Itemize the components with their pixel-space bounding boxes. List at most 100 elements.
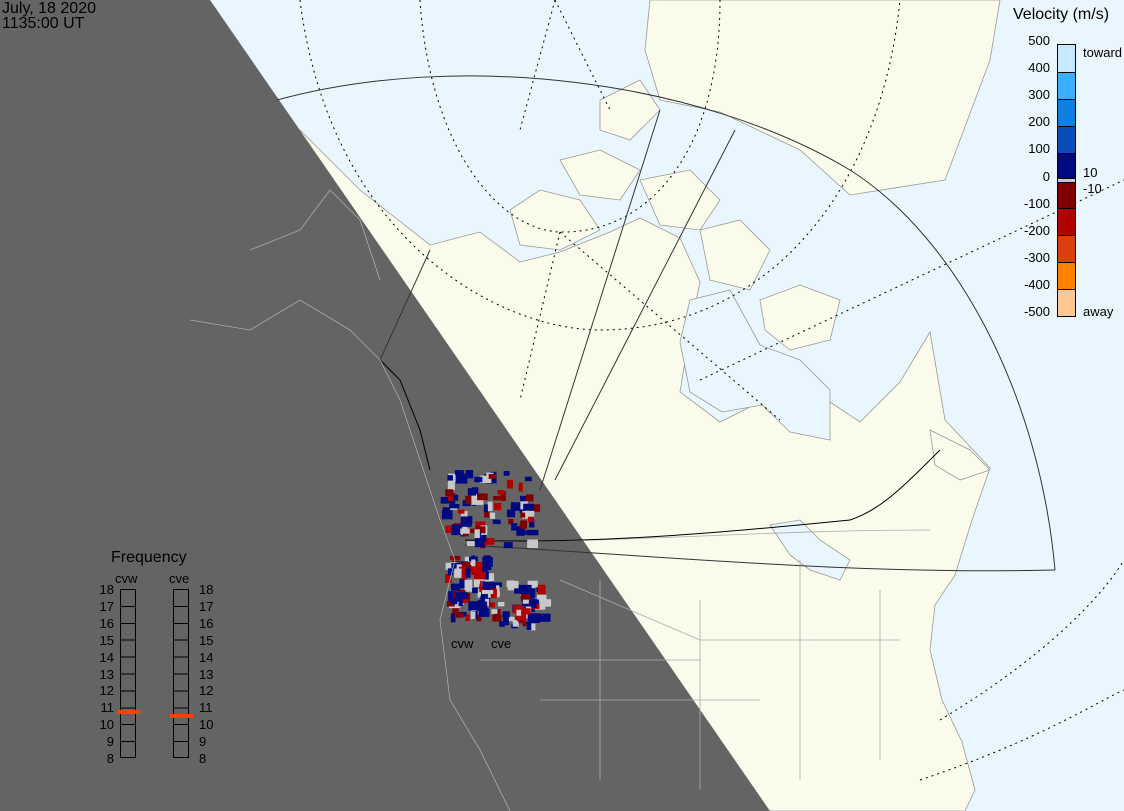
scatter-cell [452, 605, 459, 614]
velocity-color-segment [1058, 153, 1075, 181]
scatter-cell [511, 523, 518, 531]
scatter-cell [539, 613, 551, 622]
scatter-cell [455, 473, 468, 484]
scatter-cell [473, 601, 484, 610]
scatter-cell [473, 578, 485, 588]
scatter-cell [472, 587, 478, 594]
scatter-cell [453, 494, 459, 501]
frequency-tick-label: 12 [199, 683, 214, 699]
scatter-cell [503, 471, 510, 476]
frequency-tick-label: 13 [99, 666, 114, 682]
scatter-cell [520, 520, 528, 529]
scatter-cell [503, 542, 513, 549]
scatter-cell [450, 583, 461, 591]
scatter-cell [470, 611, 476, 620]
scatter-cell [481, 590, 494, 595]
velocity-legend-title: Velocity (m/s) [1013, 6, 1110, 23]
velocity-tick-label: 500 [1028, 33, 1050, 48]
scatter-cell [459, 579, 469, 589]
scatter-cell [490, 588, 497, 599]
velocity-colorbar [1057, 44, 1076, 317]
frequency-tick-label: 11 [100, 700, 115, 716]
scatter-cell [460, 528, 470, 534]
scatter-cell [447, 480, 455, 491]
frequency-tick-label: 17 [199, 598, 214, 614]
scatter-cell [532, 599, 537, 609]
radar-name-cvw: cvw [115, 571, 138, 586]
velocity-color-segment [1058, 180, 1075, 208]
scatter-cell [512, 604, 525, 614]
scatter-cell [508, 616, 515, 622]
scatter-cell [539, 599, 552, 607]
scatter-cell [488, 602, 496, 608]
frequency-tick-label: 18 [99, 582, 114, 597]
scatter-cell [465, 470, 474, 479]
scatter-cell [469, 556, 478, 562]
scatter-cell [465, 614, 470, 622]
scatter-cell [445, 489, 454, 497]
scatter-cell [440, 496, 450, 504]
frequency-tick-label: 8 [199, 751, 207, 766]
scatter-cell [441, 510, 453, 520]
gs-lower-label: -10 [1083, 181, 1102, 196]
velocity-tick-label: -400 [1023, 276, 1050, 292]
map-label-cvw: cvw [451, 636, 474, 651]
scatter-cell [484, 512, 490, 518]
night-region [0, 0, 770, 811]
frequency-tick-label: 16 [99, 615, 114, 631]
scatter-cell [454, 568, 462, 578]
scatter-cell [514, 588, 519, 594]
scatter-cell [455, 592, 461, 597]
velocity-tick-label: 300 [1028, 87, 1050, 103]
scatter-cell [536, 594, 547, 603]
scatter-cell [450, 600, 458, 605]
scatter-cell [479, 608, 490, 617]
scatter-cell [506, 509, 516, 518]
hudson-bay [679, 289, 831, 441]
date-label: July, 18 2020 [2, 0, 96, 17]
velocity-color-segment [1058, 72, 1075, 100]
scatter-cell [474, 529, 480, 539]
scatter-cell [475, 526, 486, 534]
scatter-cell [483, 555, 491, 563]
radar-fov [276, 75, 1056, 572]
scatter-cell [467, 488, 476, 496]
scatter-cell [454, 470, 464, 475]
scatter-cell [445, 562, 453, 570]
scatter-cell [493, 495, 503, 501]
scatter-cell [463, 587, 474, 592]
scatter-cell [522, 510, 535, 519]
scatter-cell [447, 475, 453, 481]
scatter-cell [494, 609, 501, 620]
scatter-cell [494, 502, 502, 511]
toward-label: toward [1083, 45, 1123, 60]
scatter-cell [445, 525, 454, 533]
scatter-cell [492, 614, 502, 622]
scatter-cell [527, 580, 538, 588]
velocity-tick-label: 400 [1028, 60, 1050, 76]
scatter-cell [447, 492, 456, 501]
frequency-title: Frequency [111, 549, 187, 566]
scatter-cell [530, 588, 536, 597]
scatter-cell [520, 512, 526, 518]
scatter-cell [481, 562, 492, 571]
scatter-cell [484, 570, 489, 580]
frequency-tick-label: 11 [199, 700, 213, 716]
scatter-cell [456, 592, 465, 600]
scatter-cell [518, 482, 523, 492]
scatter-cell [531, 599, 540, 604]
scatter-cell [466, 541, 476, 547]
scatter-cell [465, 568, 471, 578]
scatter-cell [450, 613, 456, 623]
scatter-cell [520, 592, 532, 602]
velocity-tick-label: 100 [1028, 141, 1050, 157]
frequency-tick-label: 13 [199, 666, 214, 682]
velocity-tick-label: -500 [1023, 304, 1050, 319]
scatter-cell [476, 614, 482, 622]
frequency-tick-label: 17 [99, 598, 114, 614]
scatter-cell [445, 573, 452, 583]
scatter-cell [528, 516, 535, 523]
scatter-cell [465, 528, 475, 534]
scatter-cell [529, 519, 535, 528]
